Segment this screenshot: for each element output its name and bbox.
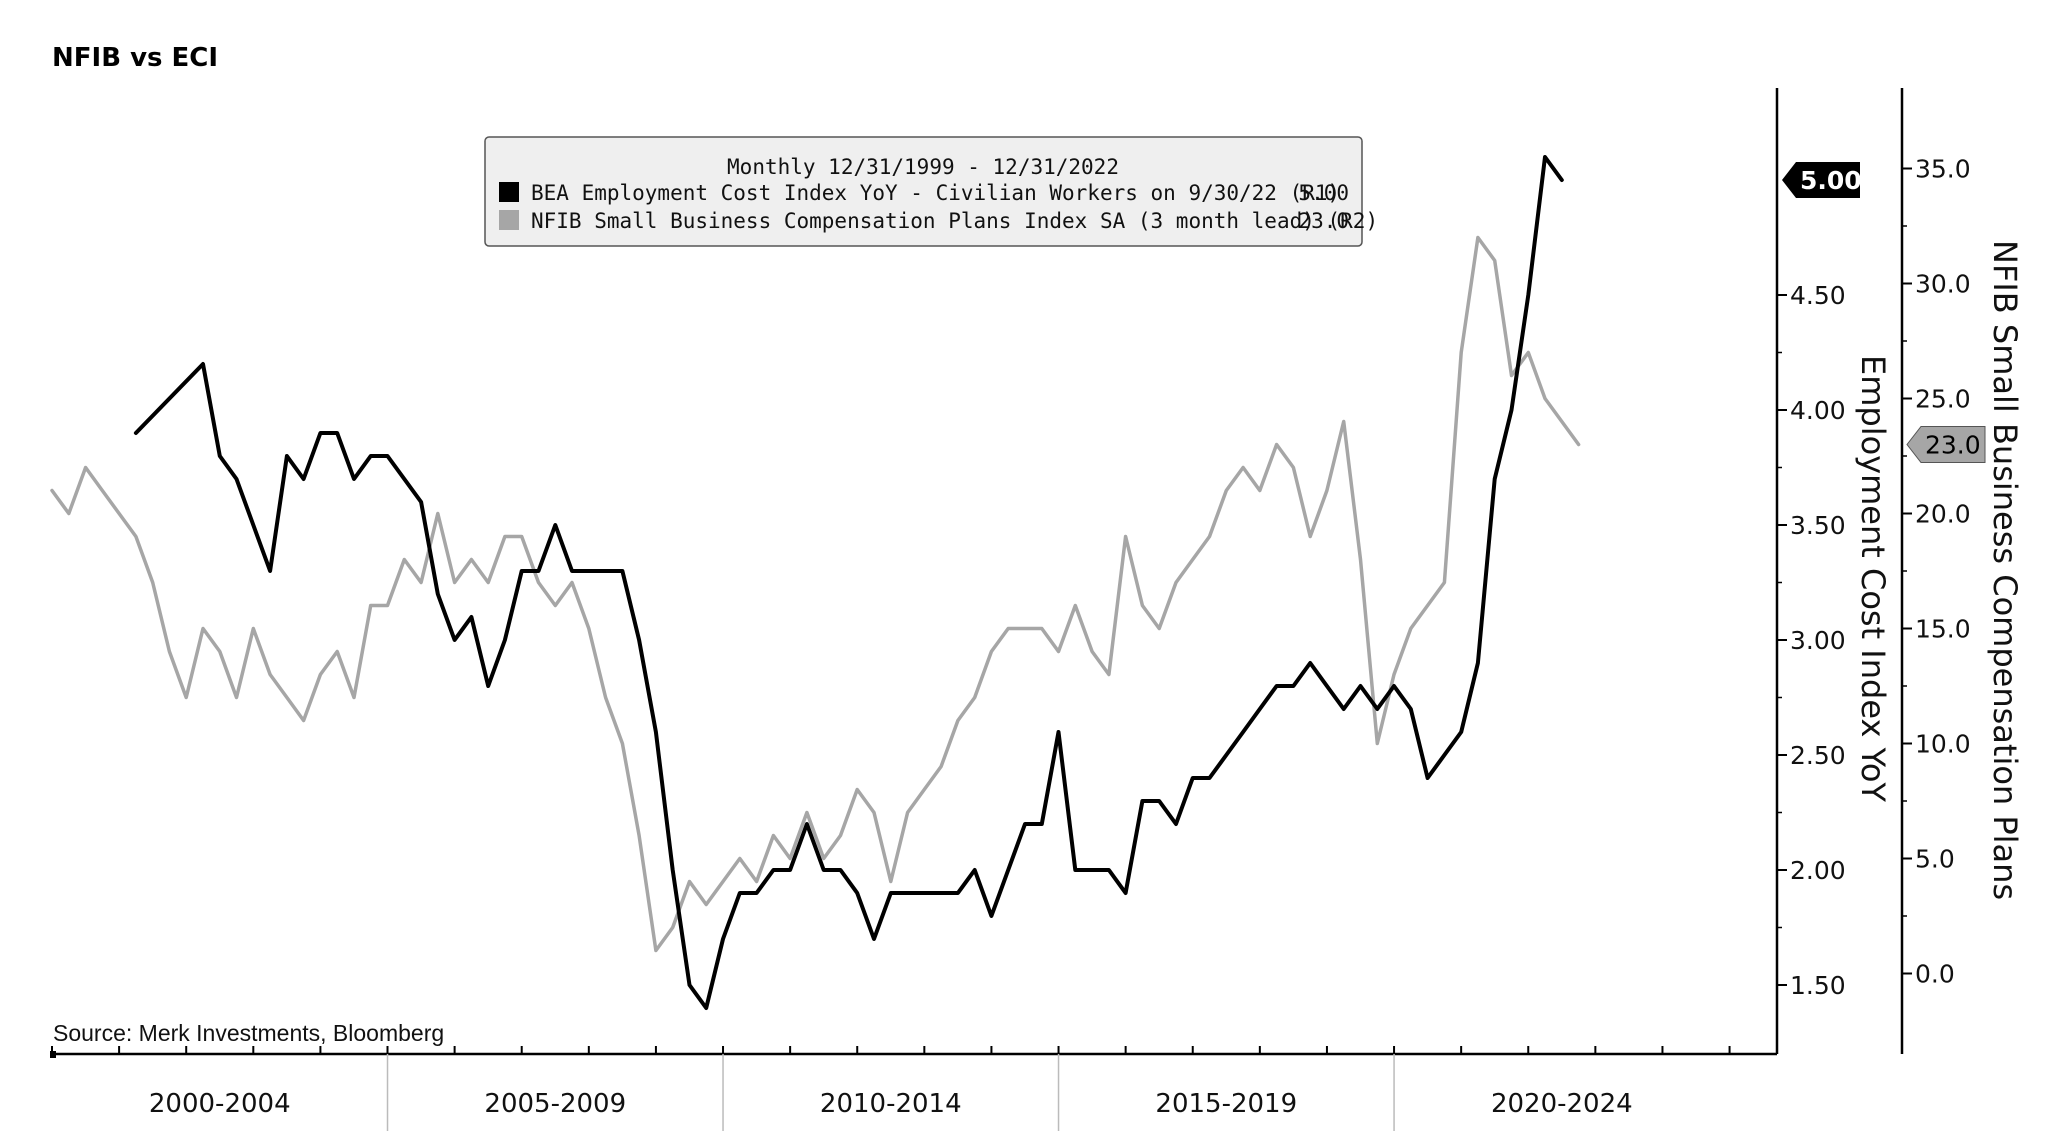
r2-tick-label: 35.0 (1915, 155, 1971, 184)
x-category-label: 2015-2019 (1155, 1089, 1297, 1119)
x-categories: 2000-2004 2005-2009 2010-2014 2015-2019 2020… (149, 1054, 1633, 1131)
r2-ticks: 0.0 5.0 10.0 15.0 20.0 25.0 30.0 35.0 (1902, 155, 1971, 989)
r1-tick-label: 4.50 (1790, 281, 1846, 310)
x-category-label: 2020-2024 (1491, 1089, 1633, 1119)
r1-axis-label: Employment Cost Index YoY (1854, 355, 1892, 802)
r2-axis-label: NFIB Small Business Compensation Plans (1986, 240, 2024, 900)
nfib-series (50, 235, 1581, 953)
legend-last-nfib: 23.0 (1298, 209, 1349, 233)
eci-last-value: 5.00 (1800, 166, 1862, 195)
r1-tick-label: 2.00 (1790, 856, 1846, 885)
nfib-line (50, 235, 1581, 953)
legend-swatch-eci (499, 182, 519, 202)
eci-line (133, 155, 1564, 1010)
eci-last-value-tag: 5.00 (1782, 162, 1862, 198)
r1-ticks: 1.50 2.00 2.50 3.00 3.50 4.00 4.50 (1777, 281, 1846, 1000)
eci-series (133, 155, 1564, 1010)
r1-tick-label: 3.00 (1790, 626, 1846, 655)
r2-tick-label: 10.0 (1915, 730, 1971, 759)
x-ticks (51, 1046, 1731, 1054)
x-axis-start-marker (50, 1051, 56, 1058)
r2-tick-label: 20.0 (1915, 500, 1971, 529)
nfib-last-value-tag: 23.0 (1906, 426, 1986, 463)
source-note: Source: Merk Investments, Bloomberg (53, 1020, 444, 1046)
r2-tick-label: 30.0 (1915, 270, 1971, 299)
legend-swatch-nfib (499, 210, 519, 230)
r1-tick-label: 1.50 (1790, 971, 1846, 1000)
legend-label-nfib: NFIB Small Business Compensation Plans I… (531, 209, 1378, 233)
x-category-label: 2010-2014 (820, 1089, 962, 1119)
x-category-label: 2000-2004 (149, 1089, 291, 1119)
chart-title: NFIB vs ECI (52, 43, 218, 73)
legend-label-eci: BEA Employment Cost Index YoY - Civilian… (531, 181, 1340, 205)
r2-tick-label: 25.0 (1915, 385, 1971, 414)
r2-tick-label: 5.0 (1915, 845, 1955, 874)
legend-last-eci: 5.00 (1298, 181, 1349, 205)
nfib-last-value: 23.0 (1925, 431, 1981, 460)
legend-header: Monthly 12/31/1999 - 12/31/2022 (727, 155, 1119, 179)
r2-tick-label: 0.0 (1915, 960, 1955, 989)
r2-tick-label: 15.0 (1915, 615, 1971, 644)
r1-tick-label: 3.50 (1790, 511, 1846, 540)
r1-tick-label: 2.50 (1790, 741, 1846, 770)
legend: Monthly 12/31/1999 - 12/31/2022 BEA Empl… (484, 136, 1378, 247)
x-category-label: 2005-2009 (484, 1089, 626, 1119)
legend-box (484, 136, 1363, 247)
r1-tick-label: 4.00 (1790, 396, 1846, 425)
